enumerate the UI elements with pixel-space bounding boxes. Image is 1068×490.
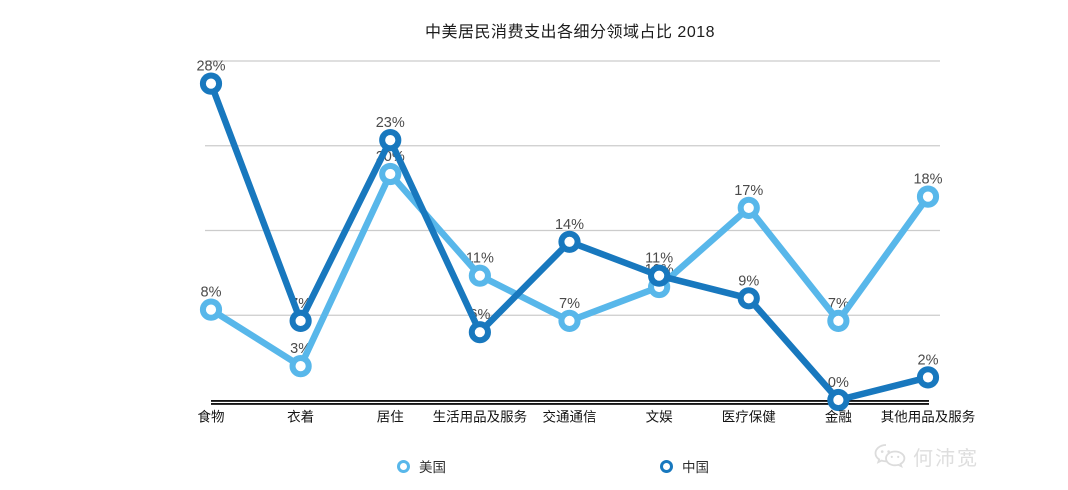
- category-label: 生活用品及服务: [433, 410, 528, 425]
- value-label: 7%: [559, 296, 580, 312]
- data-point-marker: [379, 129, 402, 152]
- category-label: 居住: [377, 410, 404, 425]
- value-label: 23%: [376, 115, 405, 131]
- category-label: 金融: [825, 410, 853, 425]
- watermark-text: 何沛宽: [913, 448, 979, 470]
- legend-label-usa: 美国: [419, 460, 446, 475]
- legend-label-china: 中国: [682, 460, 709, 475]
- data-point-marker: [199, 72, 223, 95]
- data-point-marker: [289, 355, 312, 378]
- value-label: 14%: [555, 217, 584, 233]
- wechat-icon: [874, 444, 906, 468]
- value-label: 9%: [738, 273, 759, 289]
- category-label: 衣着: [287, 409, 314, 425]
- value-label: 17%: [734, 183, 763, 199]
- value-label: 0%: [828, 375, 849, 391]
- value-label: 7%: [828, 296, 849, 312]
- value-label: 8%: [201, 285, 222, 301]
- data-point-marker: [737, 287, 760, 310]
- data-point-marker: [558, 309, 581, 332]
- data-point-marker: [737, 196, 760, 219]
- legend-item-usa: 美国: [397, 456, 446, 476]
- data-point-marker: [468, 264, 491, 287]
- legend-item-china: 中国: [660, 456, 709, 476]
- category-label: 医疗保健: [722, 410, 776, 425]
- category-label: 食物: [198, 409, 225, 425]
- data-point-marker: [827, 388, 850, 412]
- data-point-marker: [827, 309, 850, 332]
- value-label: 11%: [466, 251, 494, 267]
- data-point-marker: [916, 185, 940, 208]
- category-label: 文娱: [646, 410, 674, 425]
- data-point-marker: [648, 264, 671, 287]
- category-label: 其他用品及服务: [881, 410, 976, 425]
- category-label: 交通通信: [543, 409, 597, 425]
- data-point-marker: [558, 230, 581, 253]
- data-point-marker: [199, 298, 223, 321]
- data-point-marker: [916, 366, 940, 389]
- series-line: [207, 170, 932, 370]
- chart-legend: 美国 中国: [0, 456, 1068, 476]
- data-point-marker: [468, 321, 491, 344]
- data-point-marker: [379, 162, 402, 186]
- data-point-marker: [289, 309, 312, 332]
- watermark: 何沛宽: [874, 442, 979, 471]
- chart-title: 中美居民消费支出各细分领域占比 2018: [424, 24, 716, 41]
- china-series-marker-icon: [660, 459, 673, 473]
- usa-series-marker-icon: [397, 459, 410, 473]
- value-label: 18%: [913, 172, 942, 188]
- value-label: 2%: [918, 352, 939, 368]
- value-label: 11%: [645, 251, 673, 267]
- value-label: 28%: [196, 59, 225, 75]
